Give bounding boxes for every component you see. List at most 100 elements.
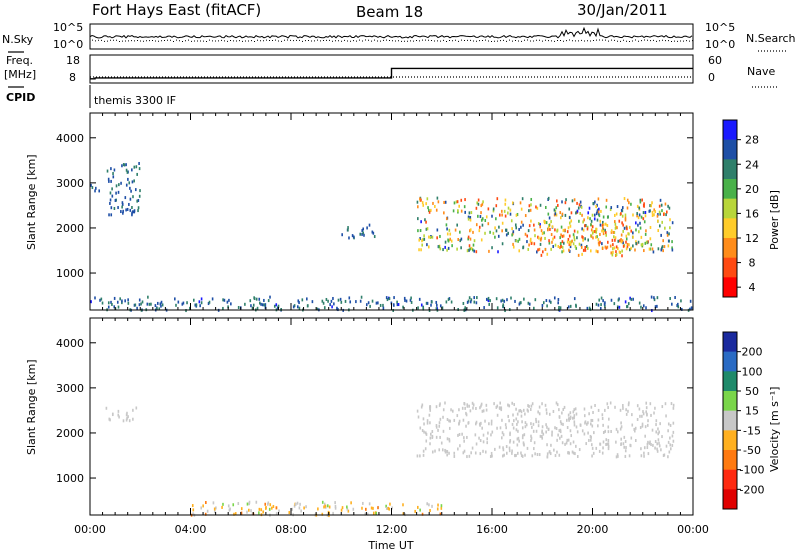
data-point: [118, 183, 120, 187]
data-point: [596, 218, 599, 222]
data-point: [137, 206, 140, 210]
data-point: [618, 219, 621, 223]
data-point: [595, 446, 598, 450]
data-point: [610, 298, 613, 302]
data-point: [486, 441, 489, 445]
data-point: [645, 401, 648, 405]
data-point: [668, 450, 671, 454]
data-point: [652, 250, 655, 254]
data-point: [465, 424, 467, 428]
data-point: [332, 511, 334, 515]
data-point: [541, 425, 544, 429]
data-point: [141, 300, 144, 304]
data-point: [659, 198, 662, 202]
data-point: [564, 213, 567, 217]
data-point: [112, 172, 114, 176]
data-point: [671, 434, 674, 438]
data-point: [623, 197, 626, 201]
data-point: [509, 212, 512, 216]
data-point: [110, 300, 112, 304]
data-point: [583, 414, 586, 418]
data-point: [626, 206, 629, 210]
data-point: [661, 209, 663, 213]
freq-panel: Freq. [MHz] 18 8 60 0 Nave: [4, 54, 778, 88]
data-point: [623, 445, 625, 449]
data-point: [627, 409, 629, 413]
data-point: [561, 441, 564, 445]
data-point: [120, 181, 122, 185]
data-point: [365, 507, 367, 511]
data-point: [341, 506, 344, 510]
data-point: [410, 296, 412, 300]
data-point: [668, 206, 671, 210]
data-point: [424, 218, 426, 222]
data-point: [344, 299, 347, 303]
data-point: [653, 411, 655, 415]
data-point: [625, 445, 627, 449]
data-point: [544, 247, 547, 251]
data-point: [372, 506, 374, 510]
data-point: [491, 454, 493, 458]
data-point: [480, 238, 483, 242]
data-point: [669, 226, 671, 230]
data-point: [521, 420, 523, 424]
data-point: [616, 453, 619, 457]
data-point: [520, 454, 523, 458]
data-point: [434, 204, 436, 208]
data-point: [251, 512, 254, 516]
data-point: [672, 421, 675, 425]
data-point: [502, 448, 505, 452]
data-point: [122, 163, 125, 167]
data-point: [523, 443, 525, 447]
data-point: [560, 225, 563, 229]
x-axis: 00:00 04:00 08:00 12:00 16:00 20:00 00:0…: [74, 523, 709, 552]
data-point: [492, 207, 495, 211]
colorbar-cell: [723, 430, 737, 451]
data-point: [438, 421, 441, 425]
data-point: [672, 403, 675, 407]
y-tick-label: 2000: [56, 427, 84, 440]
data-point: [459, 230, 461, 234]
data-point: [569, 429, 572, 433]
data-point: [690, 306, 693, 310]
data-point: [570, 434, 573, 438]
data-point: [505, 228, 507, 232]
data-point: [617, 454, 619, 458]
data-point: [270, 506, 273, 510]
data-point: [207, 302, 210, 306]
colorbar-tick-label: -100: [740, 464, 765, 477]
data-point: [587, 431, 589, 435]
data-point: [530, 203, 532, 207]
data-point: [110, 179, 112, 183]
data-point: [480, 402, 483, 406]
data-point: [328, 505, 331, 509]
data-point: [489, 299, 491, 303]
data-point: [423, 237, 426, 241]
data-point: [557, 244, 560, 248]
data-point: [657, 219, 659, 223]
data-point: [240, 511, 243, 515]
data-point: [546, 443, 548, 447]
data-point: [589, 217, 591, 221]
data-point: [458, 432, 461, 436]
data-point: [422, 449, 425, 453]
data-point: [537, 235, 539, 239]
data-point: [570, 240, 573, 244]
data-point: [567, 417, 570, 421]
data-point: [591, 418, 594, 422]
data-point: [517, 436, 520, 440]
data-point: [468, 211, 471, 215]
data-point: [545, 411, 548, 415]
data-point: [246, 502, 249, 506]
data-point: [538, 453, 541, 457]
data-point: [426, 197, 429, 201]
data-point: [593, 431, 595, 435]
data-point: [642, 217, 645, 221]
data-point: [262, 510, 264, 514]
data-point: [570, 211, 573, 215]
data-point: [423, 234, 425, 238]
data-point: [602, 299, 604, 303]
data-point: [192, 508, 195, 512]
data-point: [625, 408, 627, 412]
